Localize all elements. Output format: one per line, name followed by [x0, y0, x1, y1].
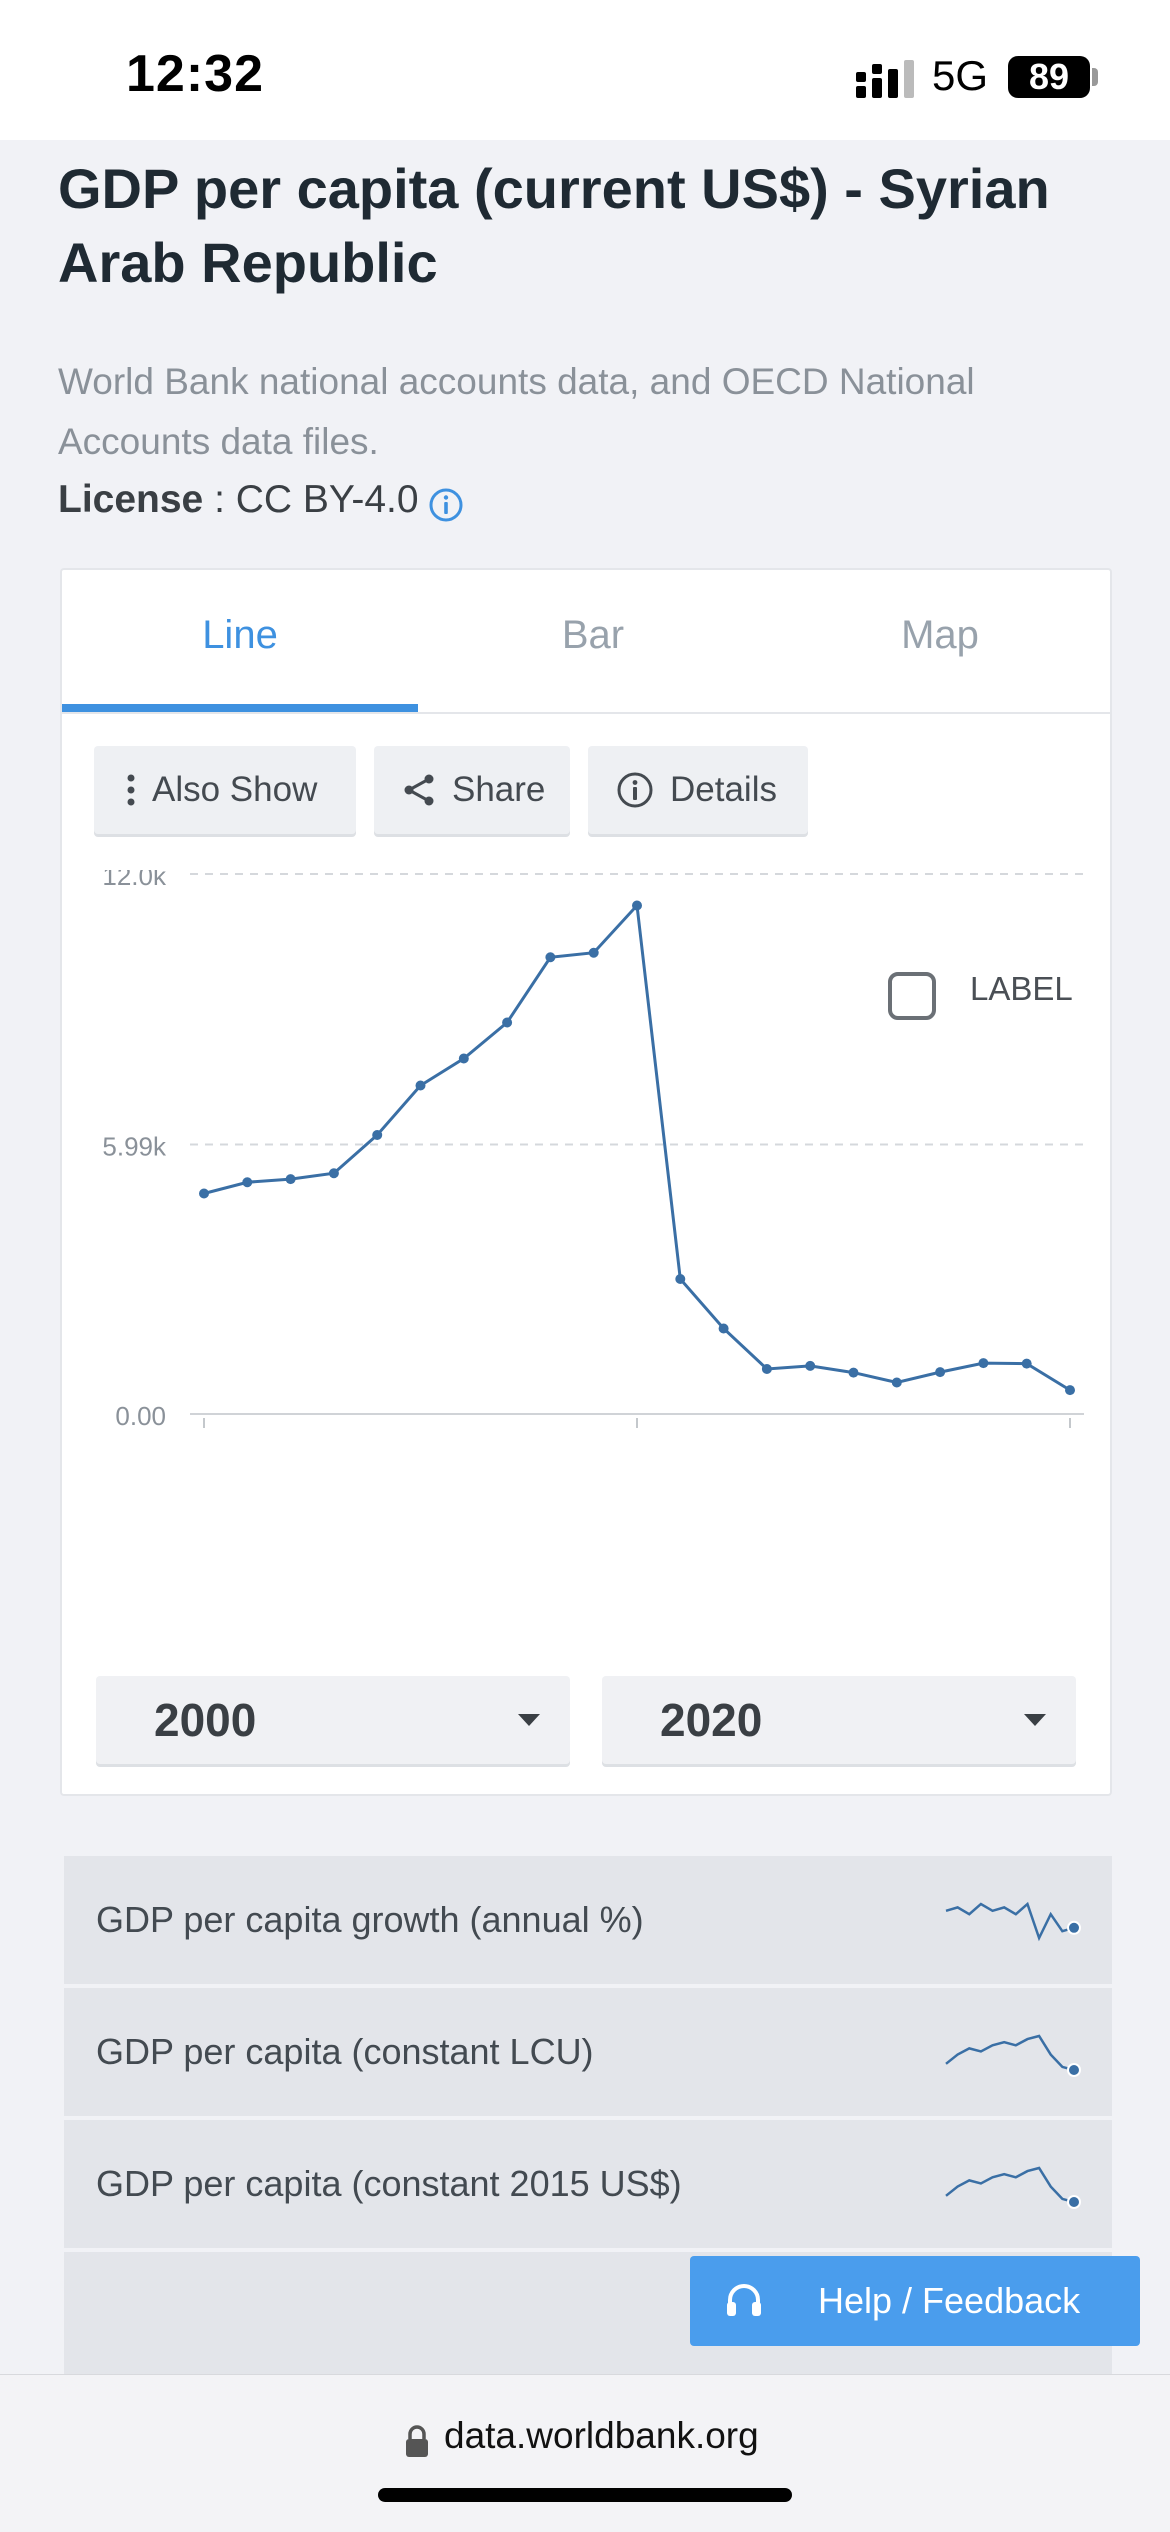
cellular-signal-icon — [856, 60, 914, 98]
data-point — [891, 1377, 902, 1388]
related-item-label: GDP per capita (constant LCU) — [96, 2031, 594, 2072]
tab-map[interactable]: Map — [901, 613, 979, 657]
sparkline-endpoint — [1067, 1920, 1081, 1935]
browser-url-bar[interactable]: data.worldbank.org — [0, 2374, 1170, 2532]
help-feedback-label: Help / Feedback — [818, 2280, 1081, 2321]
data-point — [935, 1367, 946, 1378]
line-chart: 0.00 5.99k 12.0k — [102, 870, 1084, 1431]
data-point — [242, 1177, 253, 1188]
series-line — [203, 902, 1071, 1392]
network-type: 5G — [932, 52, 989, 99]
chevron-down-icon — [518, 1714, 540, 1726]
license-value: : CC BY-4.0 — [203, 478, 419, 521]
battery-icon: 89 — [1008, 56, 1090, 98]
start-year-select[interactable]: 2000 — [96, 1676, 570, 1764]
status-time: 12:32 — [126, 45, 264, 103]
sparkline — [945, 1901, 1081, 1942]
share-icon — [404, 774, 434, 806]
start-year-value: 2000 — [154, 1694, 257, 1746]
tab-line[interactable]: Line — [202, 613, 278, 657]
page-title: GDP per capita (current US$) - Syrian Ar… — [58, 157, 1050, 294]
chevron-down-icon — [1024, 1714, 1046, 1726]
sparkline-endpoint — [1067, 2195, 1081, 2209]
data-point — [632, 900, 642, 911]
data-point — [675, 1274, 686, 1284]
sparkline-line — [945, 2034, 1075, 2072]
related-indicators: GDP per capita growth (annual %) GDP per… — [64, 1856, 1112, 2376]
share-button[interactable]: Share — [374, 746, 570, 834]
details-label: Details — [670, 770, 777, 809]
data-point — [761, 1364, 772, 1374]
license: License : CC BY-4.0 — [58, 478, 419, 522]
url-text: data.worldbank.org — [444, 2415, 759, 2456]
related-item[interactable]: GDP per capita (constant 2015 US$) — [64, 2120, 1112, 2248]
data-point — [1021, 1358, 1032, 1369]
data-point — [328, 1168, 339, 1179]
sparkline-endpoint — [1067, 2063, 1081, 2077]
data-point — [1065, 1385, 1075, 1396]
lock-icon — [406, 2425, 428, 2457]
help-feedback-button[interactable]: Help / Feedback — [690, 2256, 1140, 2346]
headset-icon — [727, 2284, 761, 2316]
data-point — [978, 1358, 989, 1369]
also-show-label: Also Show — [152, 770, 318, 809]
sparkline-line — [945, 2166, 1075, 2204]
battery-cap — [1092, 68, 1098, 86]
label-checkbox-text: LABEL — [970, 970, 1073, 1007]
more-vertical-icon — [127, 774, 135, 806]
data-point — [502, 1017, 513, 1028]
end-year-select[interactable]: 2020 — [602, 1676, 1076, 1764]
data-point — [415, 1080, 426, 1091]
end-year-value: 2020 — [660, 1694, 763, 1746]
y-tick-label: 5.99k — [102, 1131, 167, 1161]
sparkline-line — [945, 1901, 1075, 1942]
data-point — [545, 952, 556, 963]
tab-bar[interactable]: Bar — [561, 613, 625, 657]
share-label: Share — [452, 770, 546, 809]
details-button[interactable]: Details — [588, 746, 808, 834]
status-bar: 12:32 5G 89 — [0, 0, 1170, 140]
data-point — [588, 947, 599, 958]
sparkline — [945, 2166, 1081, 2209]
related-item-label: GDP per capita (constant 2015 US$) — [96, 2163, 682, 2204]
label-checkbox[interactable] — [888, 972, 936, 1020]
data-point — [285, 1174, 296, 1185]
y-tick-label: 0.00 — [115, 1401, 166, 1431]
home-indicator[interactable] — [378, 2488, 792, 2502]
active-tab-indicator — [62, 704, 418, 712]
data-point — [199, 1188, 209, 1199]
license-label: License — [58, 478, 204, 521]
sparkline — [945, 2034, 1081, 2077]
also-show-button[interactable]: Also Show — [94, 746, 356, 834]
related-item[interactable]: GDP per capita (constant LCU) — [64, 1988, 1112, 2116]
y-tick-label: 12.0k — [102, 870, 167, 891]
data-point — [848, 1367, 859, 1378]
data-point — [458, 1053, 469, 1064]
info-icon — [617, 772, 653, 808]
source-text: World Bank national accounts data, and O… — [58, 361, 975, 462]
data-point — [718, 1323, 729, 1334]
data-point — [805, 1360, 816, 1371]
info-icon[interactable] — [428, 487, 464, 523]
data-point — [372, 1130, 383, 1140]
related-item-label: GDP per capita growth (annual %) — [96, 1899, 644, 1940]
chart-card: Line Bar Map Also Show Share Details LAB… — [60, 568, 1112, 1796]
related-item[interactable]: GDP per capita growth (annual %) — [64, 1856, 1112, 1984]
chart-tabs: Line Bar Map — [62, 570, 1110, 714]
